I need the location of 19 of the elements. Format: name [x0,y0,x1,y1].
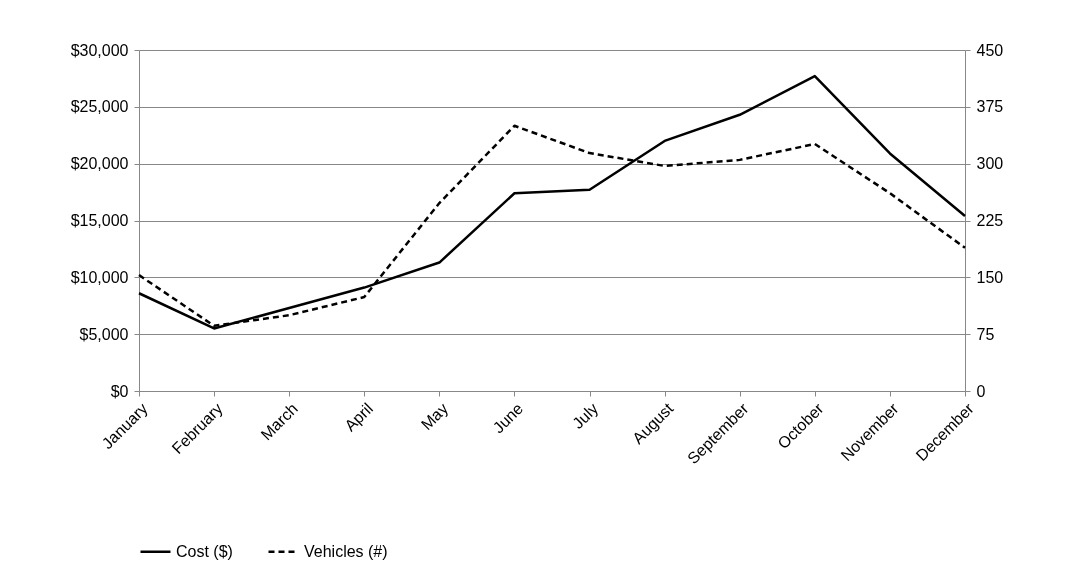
y-tick-label: $25,000 [70,98,129,116]
x-tick-label: May [417,399,452,434]
y2-tick-label: 0 [976,382,986,400]
y-tick-label: $0 [110,382,129,400]
y-tick-label: $30,000 [70,41,129,59]
y2-tick-label: 450 [976,41,1004,59]
y2-tick-label: 150 [976,268,1004,286]
line-series [137,74,967,330]
x-tick-label: July [569,399,602,432]
y-tick-label: $10,000 [70,268,129,286]
legend-label: Cost ($) [176,542,233,560]
y-tick-label: $20,000 [70,155,129,173]
y2-tick-label: 300 [976,155,1004,173]
y2-tick-label: 75 [976,325,995,343]
y2-tick-label: 375 [976,98,1004,116]
legend-label: Vehicles (#) [304,542,388,560]
y-tick-label: $15,000 [70,212,129,229]
y2-tick-label: 225 [976,212,1004,229]
y-tick-label: $5,000 [79,325,129,343]
